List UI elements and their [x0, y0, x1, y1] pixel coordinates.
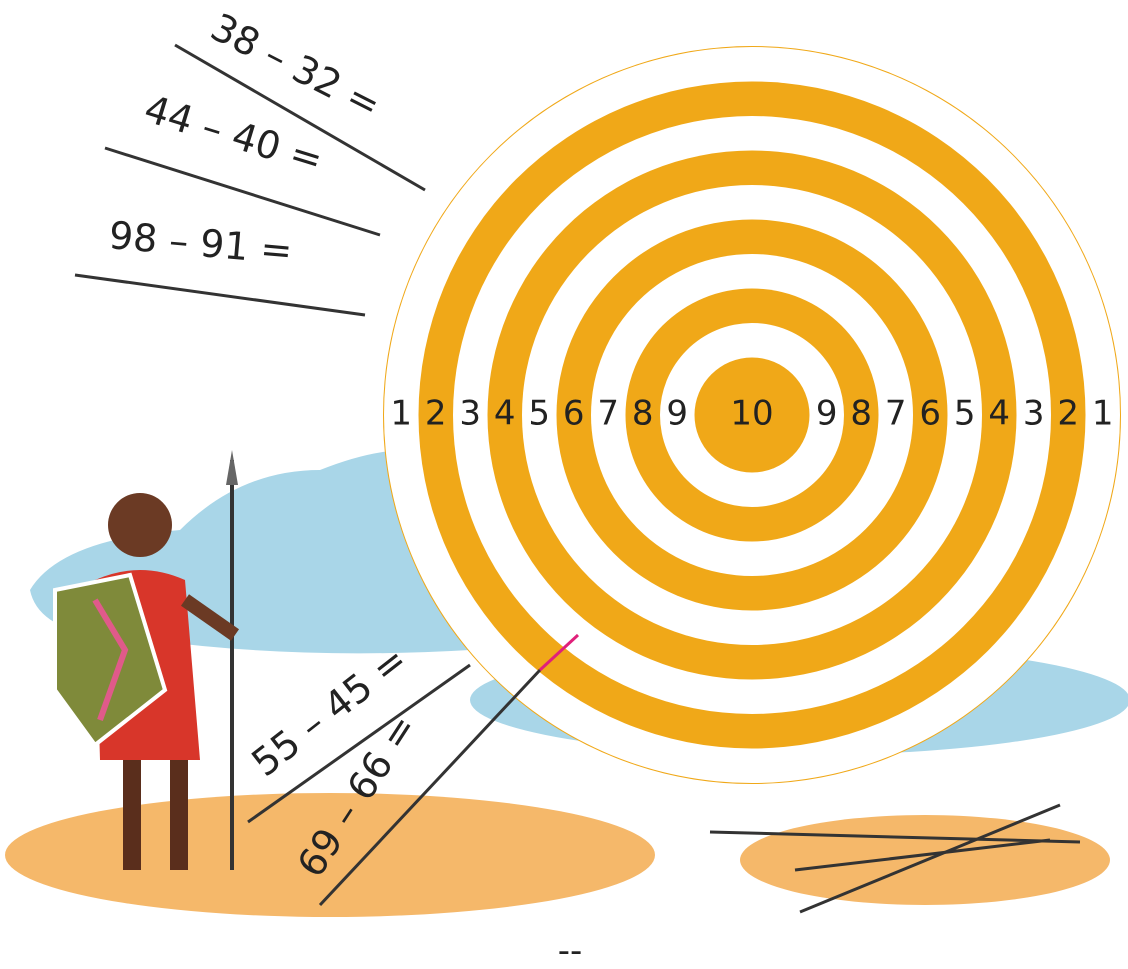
- arrow: [75, 275, 365, 315]
- ring-label: 10: [730, 394, 773, 434]
- ring-label: 3: [1023, 394, 1045, 434]
- ring-label: 4: [494, 394, 516, 434]
- ring-label: 6: [919, 394, 941, 434]
- ring-label: 5: [528, 394, 550, 434]
- ring-label: 7: [597, 394, 619, 434]
- ring-label: 8: [850, 394, 872, 434]
- ring-label: 3: [459, 394, 481, 434]
- spear-head: [226, 450, 238, 485]
- ring-label: 8: [632, 394, 654, 434]
- ring-label: 2: [425, 394, 447, 434]
- ring-label: 1: [390, 394, 412, 434]
- ring-label: 9: [666, 394, 688, 434]
- ring-label: 5: [954, 394, 976, 434]
- ring-label: 2: [1057, 394, 1079, 434]
- ring-label: 7: [885, 394, 907, 434]
- footer: --: [558, 931, 583, 969]
- equation: 98 – 91 =: [107, 213, 294, 273]
- ring-label: 1: [1092, 394, 1114, 434]
- worksheet: 12345678910987654321 38 – 32 = 44 – 40 =…: [0, 0, 1128, 969]
- ring-label: 6: [563, 394, 585, 434]
- equation: 38 – 32 =: [204, 5, 388, 128]
- ring-label: 9: [816, 394, 838, 434]
- ring-label: 4: [988, 394, 1010, 434]
